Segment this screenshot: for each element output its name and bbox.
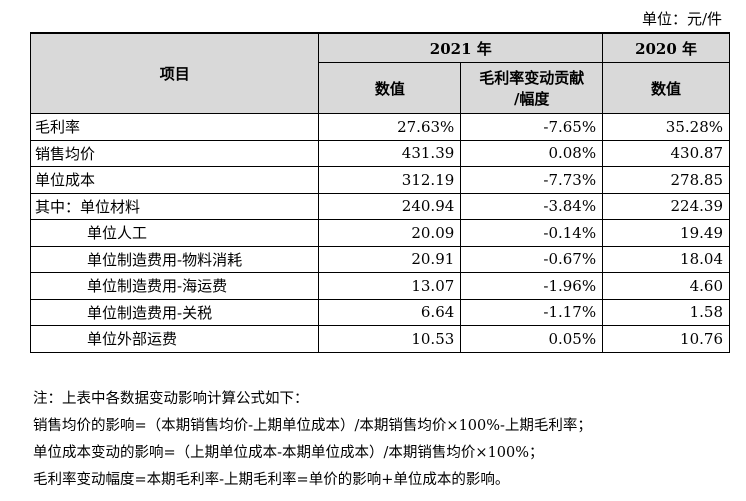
formula-notes: 注：上表中各数据变动影响计算公式如下： 销售均价的影响=（本期销售均价-上期单位…	[33, 386, 592, 494]
cell-2020: 430.87	[602, 139, 730, 167]
table-row: 单位制造费用-关税 6.64 -1.17% 1.58	[29, 298, 730, 326]
header-contribution: 毛利率变动贡献 /幅度	[460, 62, 604, 114]
header-value-2020: 数值	[602, 62, 730, 114]
note-line: 毛利率变动幅度=本期毛利率-上期毛利率=单价的影响+单位成本的影响。	[33, 472, 510, 488]
header-year-2021: 2021 年	[318, 32, 604, 63]
cell-2021: 27.63%	[318, 113, 462, 141]
cell-2021: 20.91	[318, 245, 462, 273]
row-label: 其中：单位材料	[29, 192, 320, 220]
table-row: 单位外部运费 10.53 0.05% 10.76	[29, 325, 730, 353]
row-label: 单位外部运费	[29, 325, 320, 353]
cell-2021: 240.94	[318, 192, 462, 220]
cell-contribution: -3.84%	[460, 192, 604, 220]
table-row: 毛利率 27.63% -7.65% 35.28%	[29, 113, 730, 141]
note-line: 单位成本变动的影响=（上期单位成本-本期单位成本）/本期销售均价×100%；	[33, 445, 544, 461]
table-row: 单位制造费用-物料消耗 20.91 -0.67% 18.04	[29, 245, 730, 273]
cell-contribution: -1.17%	[460, 298, 604, 326]
cell-contribution: -7.73%	[460, 166, 604, 194]
table-row: 其中：单位材料 240.94 -3.84% 224.39	[29, 192, 730, 220]
header-value-2021: 数值	[318, 62, 462, 114]
cell-contribution: 0.08%	[460, 139, 604, 167]
row-label: 单位制造费用-物料消耗	[29, 245, 320, 273]
cell-2020: 1.58	[602, 298, 730, 326]
cell-contribution: -0.14%	[460, 219, 604, 247]
note-line: 注：上表中各数据变动影响计算公式如下：	[33, 391, 309, 407]
note-line: 销售均价的影响=（本期销售均价-上期单位成本）/本期销售均价×100%-上期毛利…	[33, 418, 592, 434]
cell-2020: 10.76	[602, 325, 730, 353]
cell-2020: 4.60	[602, 272, 730, 300]
cell-2020: 19.49	[602, 219, 730, 247]
cell-contribution: 0.05%	[460, 325, 604, 353]
table-row: 单位成本 312.19 -7.73% 278.85	[29, 166, 730, 194]
cell-2020: 18.04	[602, 245, 730, 273]
row-label: 销售均价	[29, 139, 320, 167]
gross-margin-table: 项目 2021 年 2020 年 数值 毛利率变动贡献 /幅度 数值 毛利率 2…	[29, 32, 730, 353]
cell-contribution: -7.65%	[460, 113, 604, 141]
header-year-2020: 2020 年	[602, 32, 730, 63]
cell-2020: 278.85	[602, 166, 730, 194]
cell-2021: 312.19	[318, 166, 462, 194]
header-item: 项目	[29, 32, 320, 114]
cell-contribution: -0.67%	[460, 245, 604, 273]
row-label: 单位成本	[29, 166, 320, 194]
cell-2021: 10.53	[318, 325, 462, 353]
cell-2021: 13.07	[318, 272, 462, 300]
cell-2021: 6.64	[318, 298, 462, 326]
table-row: 单位人工 20.09 -0.14% 19.49	[29, 219, 730, 247]
cell-2021: 431.39	[318, 139, 462, 167]
header-row-columns: 数值 毛利率变动贡献 /幅度 数值	[31, 62, 730, 114]
cell-2021: 20.09	[318, 219, 462, 247]
header-contribution-line1: 毛利率变动贡献	[479, 69, 585, 87]
cell-2020: 224.39	[602, 192, 730, 220]
unit-label: 单位：元/件	[641, 10, 722, 28]
row-label: 单位制造费用-关税	[29, 298, 320, 326]
table-row: 销售均价 431.39 0.08% 430.87	[29, 139, 730, 167]
row-label: 单位制造费用-海运费	[29, 272, 320, 300]
table-row: 单位制造费用-海运费 13.07 -1.96% 4.60	[29, 272, 730, 300]
header-row-years: 项目 2021 年 2020 年	[29, 32, 730, 114]
header-contribution-line2: /幅度	[513, 90, 550, 108]
cell-2020: 35.28%	[602, 113, 730, 141]
cell-contribution: -1.96%	[460, 272, 604, 300]
row-label: 毛利率	[29, 113, 320, 141]
row-label: 单位人工	[29, 219, 320, 247]
